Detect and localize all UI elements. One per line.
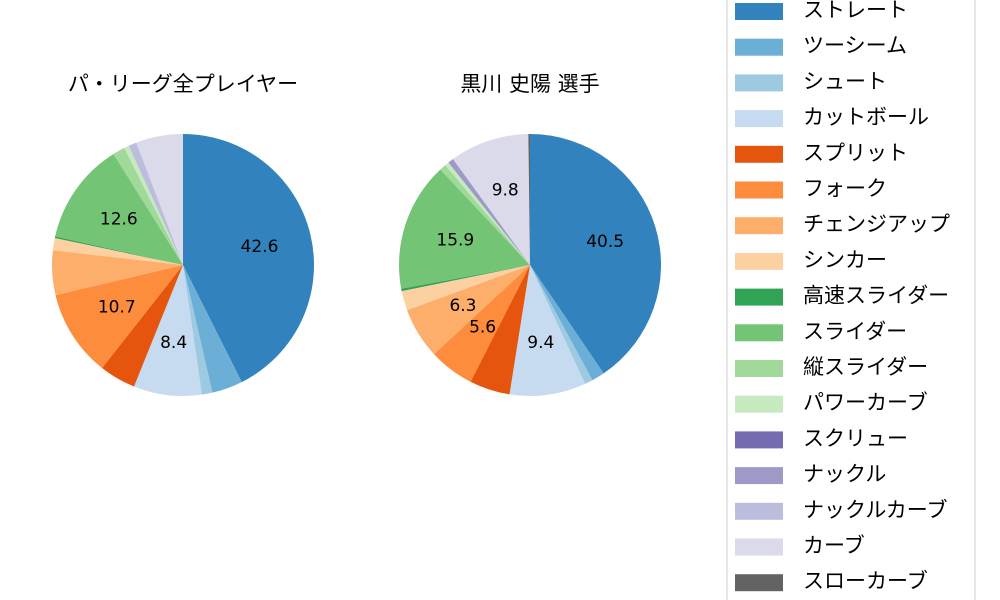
pie-slice bbox=[55, 265, 183, 369]
legend-swatch bbox=[735, 181, 783, 199]
pie-slice bbox=[528, 134, 530, 265]
legend-label: ナックル bbox=[803, 462, 886, 486]
pie-slice bbox=[530, 265, 604, 381]
pie-slice bbox=[102, 265, 183, 387]
pie-slice bbox=[113, 147, 183, 265]
legend-swatch bbox=[735, 360, 783, 377]
pie-slice bbox=[54, 236, 183, 265]
legend-box bbox=[726, 0, 976, 600]
legend-label: 高速スライダー bbox=[803, 284, 949, 308]
legend-swatch bbox=[735, 145, 783, 163]
legend-label: シュート bbox=[803, 69, 887, 93]
pie-slice bbox=[52, 250, 183, 296]
legend-label: フォーク bbox=[803, 177, 887, 201]
legend-label: シンカー bbox=[803, 248, 887, 272]
legend-label: スプリット bbox=[803, 141, 908, 165]
legend-swatch bbox=[735, 74, 783, 92]
legend-label: スライダー bbox=[803, 319, 907, 343]
pie-slice bbox=[399, 169, 530, 289]
pie-slice bbox=[407, 265, 530, 355]
data-label: 8.4 bbox=[160, 333, 187, 353]
pie-slice bbox=[530, 134, 661, 374]
legend-label: スローカーブ bbox=[803, 569, 928, 593]
legend-swatch bbox=[735, 3, 783, 20]
legend-label: カーブ bbox=[803, 534, 865, 558]
pie-slice bbox=[55, 153, 183, 265]
legend-swatch bbox=[735, 574, 783, 592]
pie-slice bbox=[124, 145, 183, 265]
pie-slice bbox=[453, 134, 530, 265]
legend-label: スクリュー bbox=[803, 426, 908, 450]
pie-slice bbox=[183, 265, 242, 393]
legend-swatch bbox=[735, 252, 783, 270]
data-label: 12.6 bbox=[100, 210, 138, 230]
pie-slice bbox=[183, 134, 314, 383]
legend-swatch bbox=[735, 288, 783, 306]
pie-slice bbox=[470, 265, 530, 395]
legend-swatch bbox=[735, 502, 783, 520]
pie-slice bbox=[128, 142, 183, 265]
legend-swatch bbox=[735, 395, 783, 413]
pie-slice bbox=[509, 265, 586, 396]
pie-slice bbox=[136, 134, 183, 265]
legend-label: チェンジアップ bbox=[803, 212, 950, 236]
pie-slice bbox=[183, 265, 213, 395]
pie-slice bbox=[448, 159, 530, 265]
pie-slice bbox=[401, 265, 530, 292]
legend-label: パワーカーブ bbox=[803, 391, 928, 415]
chart-title: パ・リーグ全プレイヤー bbox=[68, 72, 298, 96]
pie-slice bbox=[134, 265, 202, 396]
legend-swatch bbox=[735, 538, 783, 556]
pie-slice bbox=[440, 165, 530, 265]
pie-slice bbox=[52, 238, 184, 265]
legend-swatch bbox=[735, 431, 783, 449]
legend-swatch bbox=[735, 38, 783, 56]
legend-label: ストレート bbox=[803, 0, 908, 22]
legend-label: カットボール bbox=[803, 105, 929, 129]
legend-label: ツーシーム bbox=[803, 34, 907, 58]
data-label: 9.4 bbox=[527, 333, 554, 353]
legend-swatch bbox=[735, 217, 783, 235]
data-label: 9.8 bbox=[492, 180, 519, 200]
data-label: 42.6 bbox=[241, 237, 279, 257]
pie-slice bbox=[445, 162, 530, 265]
chart-title: 黒川 史陽 選手 bbox=[460, 72, 599, 96]
legend-label: 縦スライダー bbox=[803, 355, 928, 379]
data-label: 40.5 bbox=[586, 232, 624, 252]
legend-swatch bbox=[735, 110, 783, 128]
data-label: 6.3 bbox=[449, 296, 476, 316]
data-label: 15.9 bbox=[436, 230, 474, 250]
data-label: 5.6 bbox=[469, 318, 496, 338]
legend-swatch bbox=[735, 467, 783, 485]
pie-slice bbox=[433, 265, 530, 382]
pie-slice bbox=[530, 265, 593, 384]
legend-swatch bbox=[735, 324, 783, 342]
data-label: 10.7 bbox=[98, 297, 136, 317]
legend-label: ナックルカーブ bbox=[803, 498, 947, 522]
pie-slice bbox=[401, 265, 530, 311]
